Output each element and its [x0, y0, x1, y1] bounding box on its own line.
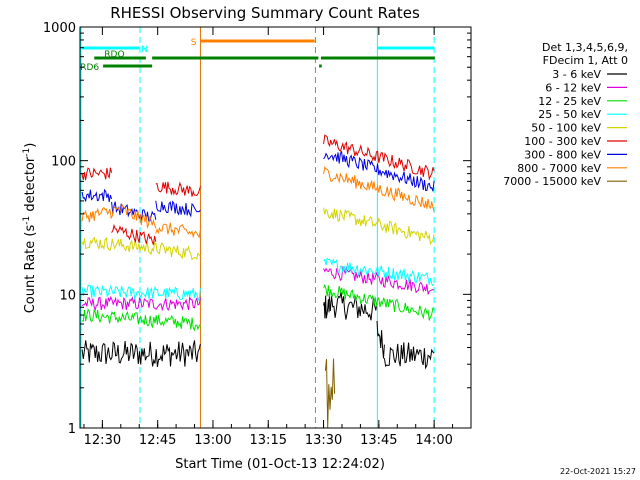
series-7000-15000-kev-segment-0	[324, 358, 336, 428]
annotation-label-rd6: RD6	[80, 63, 99, 73]
legend-label-100-300-kev: 100 - 300 keV	[524, 135, 601, 148]
chart-title: RHESSI Observing Summary Count Rates	[110, 4, 420, 22]
series-50-100-kev-segment-1	[155, 242, 201, 261]
series-3-6-kev-segment-4	[383, 342, 435, 370]
series-100-300-kev-segment-1	[111, 223, 157, 245]
legend-label-12-25-kev: 12 - 25 keV	[538, 95, 601, 108]
series-800-7000-kev-segment-2	[155, 222, 201, 239]
annotation-label-s: S	[191, 38, 197, 48]
series-50-100-kev-segment-2	[323, 207, 435, 246]
series-3-6-kev-segment-1	[323, 295, 330, 319]
annotation-label-rdo: RDO	[104, 50, 124, 60]
y-tick-label-100: 100	[51, 155, 76, 170]
legend-label-6-12-kev: 6 - 12 keV	[545, 81, 601, 94]
series-800-7000-kev-segment-0	[81, 206, 121, 223]
y-tick-label-1000: 1000	[43, 21, 76, 36]
x-tick-label-14-00: 14:00	[415, 433, 452, 448]
x-tick-label-13-15: 13:15	[250, 433, 287, 448]
legend-label-25-50-kev: 25 - 50 keV	[538, 108, 601, 121]
series-3-6-kev-segment-3	[376, 320, 385, 359]
series-3-6-kev	[81, 292, 435, 370]
series-800-7000-kev	[81, 165, 435, 239]
x-tick-label-13-45: 13:45	[360, 433, 397, 448]
series-6-12-kev	[81, 265, 435, 312]
x-tick-label-13-00: 13:00	[194, 433, 231, 448]
legend-label-300-800-kev: 300 - 800 keV	[524, 148, 601, 161]
series-100-300-kev-segment-2	[155, 181, 201, 197]
x-axis-label: Start Time (01-Oct-13 12:24:02)	[175, 457, 385, 472]
series-800-7000-kev-segment-1	[120, 203, 157, 229]
series-6-12-kev-segment-0	[81, 295, 201, 312]
series-12-25-kev	[81, 283, 435, 332]
x-tick-label-13-30: 13:30	[305, 433, 342, 448]
annotation-label-n: N	[141, 45, 148, 55]
series-7000-15000-kev	[324, 358, 336, 428]
footer-timestamp: 22-Oct-2021 15:27	[560, 467, 636, 476]
series-100-300-kev-segment-0	[81, 167, 113, 181]
series-100-300-kev	[81, 134, 435, 245]
series-100-300-kev-segment-3	[323, 134, 435, 181]
annotation-bars: N S RDO RD6	[80, 38, 435, 73]
plot-frame	[79, 26, 472, 429]
series-300-800-kev-segment-3	[323, 150, 435, 192]
series-300-800-kev-segment-0	[81, 188, 113, 203]
series-300-800-kev-segment-2	[155, 200, 201, 218]
series-12-25-kev-segment-0	[81, 308, 201, 332]
x-tick-label-12-45: 12:45	[139, 433, 176, 448]
series-lines	[81, 134, 435, 428]
series-12-25-kev-segment-1	[323, 283, 435, 321]
legend-label-3-6-kev: 3 - 6 keV	[552, 68, 601, 81]
legend-label-7000-15000-kev: 7000 - 15000 keV	[503, 175, 601, 188]
series-3-6-kev-segment-2	[328, 292, 378, 321]
legend-header-line-2: FDecim 1, Att 0	[543, 54, 628, 67]
series-25-50-kev	[81, 257, 435, 303]
y-tick-label-10: 10	[59, 288, 76, 303]
y-axis-label: Count Rate (s-1 detector-1)	[22, 143, 38, 314]
legend-label-50-100-kev: 50 - 100 keV	[531, 122, 601, 135]
series-800-7000-kev-segment-3	[323, 165, 435, 212]
axis-ticks: 12:30 12:45 13:00 13:15 13:30 13:45 14:00 1 10 10…	[43, 21, 471, 448]
series-6-12-kev-segment-1	[323, 265, 435, 295]
chart-legend: Det 1,3,4,5,6,9, FDecim 1, Att 0 3 - 6 k…	[503, 41, 628, 188]
legend-label-800-7000-kev: 800 - 7000 keV	[517, 162, 601, 175]
series-25-50-kev-segment-1	[323, 257, 435, 287]
legend-header-line-1: Det 1,3,4,5,6,9,	[542, 41, 628, 54]
series-50-100-kev	[81, 207, 435, 261]
y-tick-label-1: 1	[68, 422, 76, 437]
x-tick-label-12-30: 12:30	[84, 433, 121, 448]
series-50-100-kev-segment-0	[81, 236, 157, 256]
series-3-6-kev-segment-0	[81, 340, 201, 367]
series-25-50-kev-segment-0	[81, 284, 201, 303]
vertical-markers	[80, 27, 435, 428]
